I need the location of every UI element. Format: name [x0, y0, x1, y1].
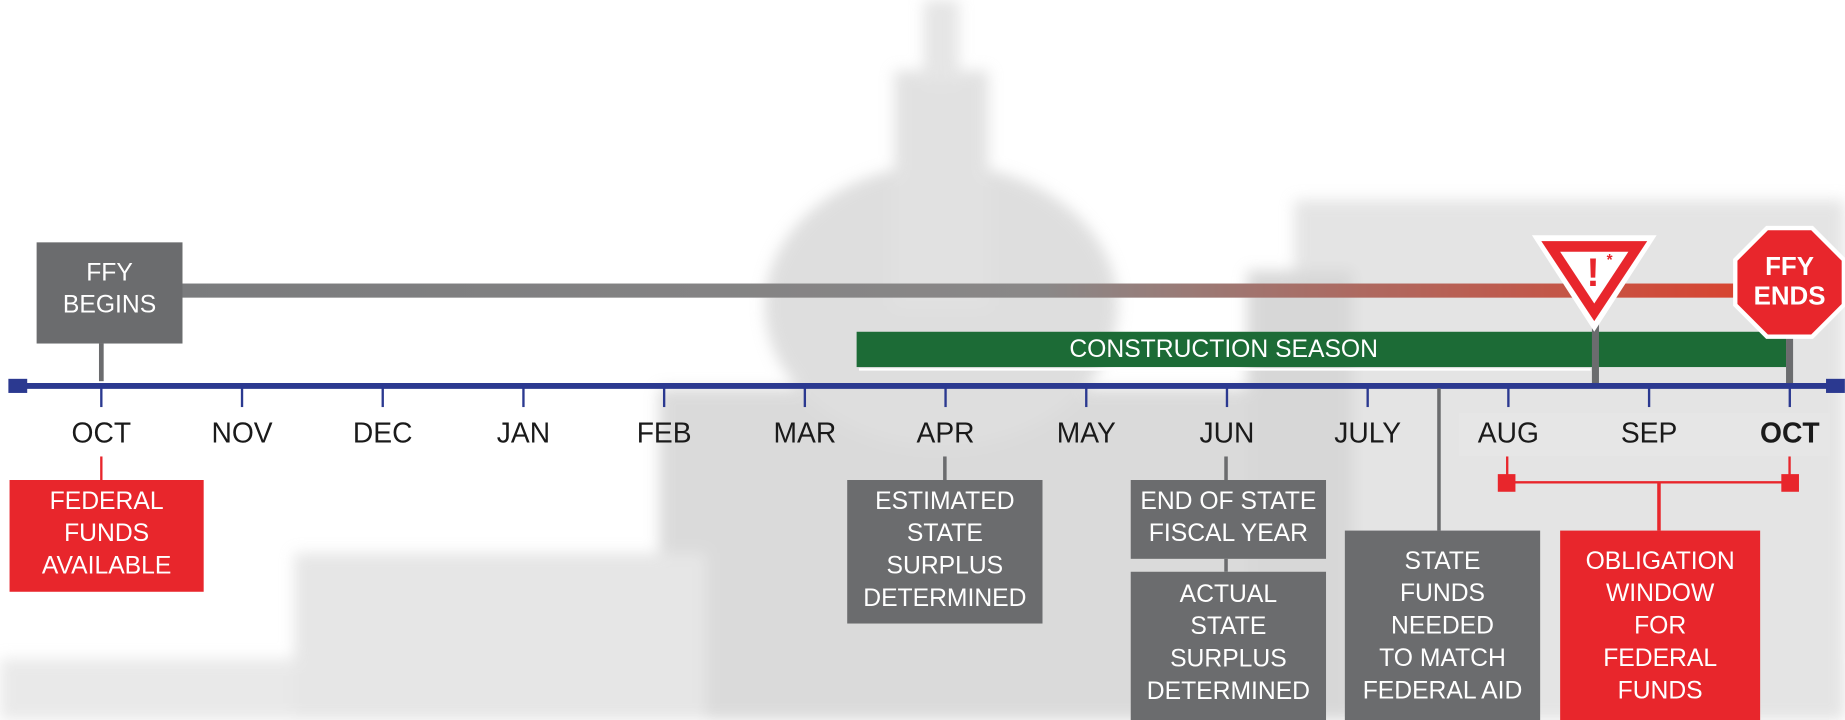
info-box-text: STATE: [1405, 548, 1481, 575]
ffy-begins-text: BEGINS: [63, 291, 156, 318]
timeline-end: [1826, 379, 1845, 393]
info-box-text: STATE: [907, 520, 983, 547]
info-box-text: FUNDS: [64, 520, 149, 547]
bracket-end: [1781, 474, 1799, 492]
timeline-diagram: FFY BEGINS CONSTRUCTION SEASON OCT NOV DEC JAN…: [0, 0, 1845, 720]
month-label: NOV: [211, 417, 272, 449]
month-label: MAY: [1057, 417, 1116, 449]
info-box-text: FUNDS: [1618, 677, 1703, 704]
timeline-end: [8, 379, 27, 393]
month-label: APR: [917, 417, 975, 449]
month-label: AUG: [1478, 417, 1539, 449]
ffy-begins-text: FFY: [86, 260, 133, 287]
info-box-text: ACTUAL: [1180, 581, 1277, 608]
info-box-text: SURPLUS: [1170, 646, 1287, 673]
info-box-text: FOR: [1634, 613, 1686, 640]
month-label: DEC: [353, 417, 413, 449]
month-label: JAN: [497, 417, 550, 449]
info-box-text: DETERMINED: [863, 585, 1026, 612]
info-box-text: ESTIMATED: [875, 488, 1014, 515]
month-label: SEP: [1621, 417, 1677, 449]
info-box-text: TO MATCH: [1379, 645, 1506, 672]
info-box-text: STATE: [1190, 613, 1266, 640]
ffy-bar: [177, 284, 1753, 298]
info-box-text: AVAILABLE: [42, 553, 171, 580]
info-box-text: NEEDED: [1391, 613, 1494, 640]
month-label: MAR: [773, 417, 836, 449]
warning-symbol: !: [1586, 251, 1599, 295]
ffy-ends-text: FFY: [1765, 253, 1814, 281]
info-box-text: WINDOW: [1606, 580, 1715, 607]
info-box-text: FEDERAL AID: [1363, 677, 1523, 704]
month-label: OCT: [72, 417, 132, 449]
info-box-text: END OF STATE: [1140, 488, 1316, 515]
info-box-text: FUNDS: [1400, 580, 1485, 607]
info-box-text: FEDERAL: [1603, 645, 1717, 672]
info-box-text: OBLIGATION: [1586, 548, 1735, 575]
month-label: OCT: [1760, 417, 1820, 449]
ffy-ends-text: ENDS: [1754, 282, 1826, 310]
info-box-text: FISCAL YEAR: [1149, 520, 1308, 547]
month-label: JUN: [1200, 417, 1255, 449]
info-box-text: SURPLUS: [887, 553, 1004, 580]
bracket-end: [1498, 474, 1516, 492]
construction-label: CONSTRUCTION SEASON: [1069, 336, 1378, 363]
page: { "months": ["OCT", "NOV", "DEC", "JAN",…: [0, 0, 1845, 720]
month-label: JULY: [1334, 417, 1401, 449]
info-box-text: DETERMINED: [1147, 678, 1310, 705]
info-box-text: FEDERAL: [50, 488, 164, 515]
warning-note: *: [1607, 252, 1613, 269]
month-label: FEB: [637, 417, 692, 449]
